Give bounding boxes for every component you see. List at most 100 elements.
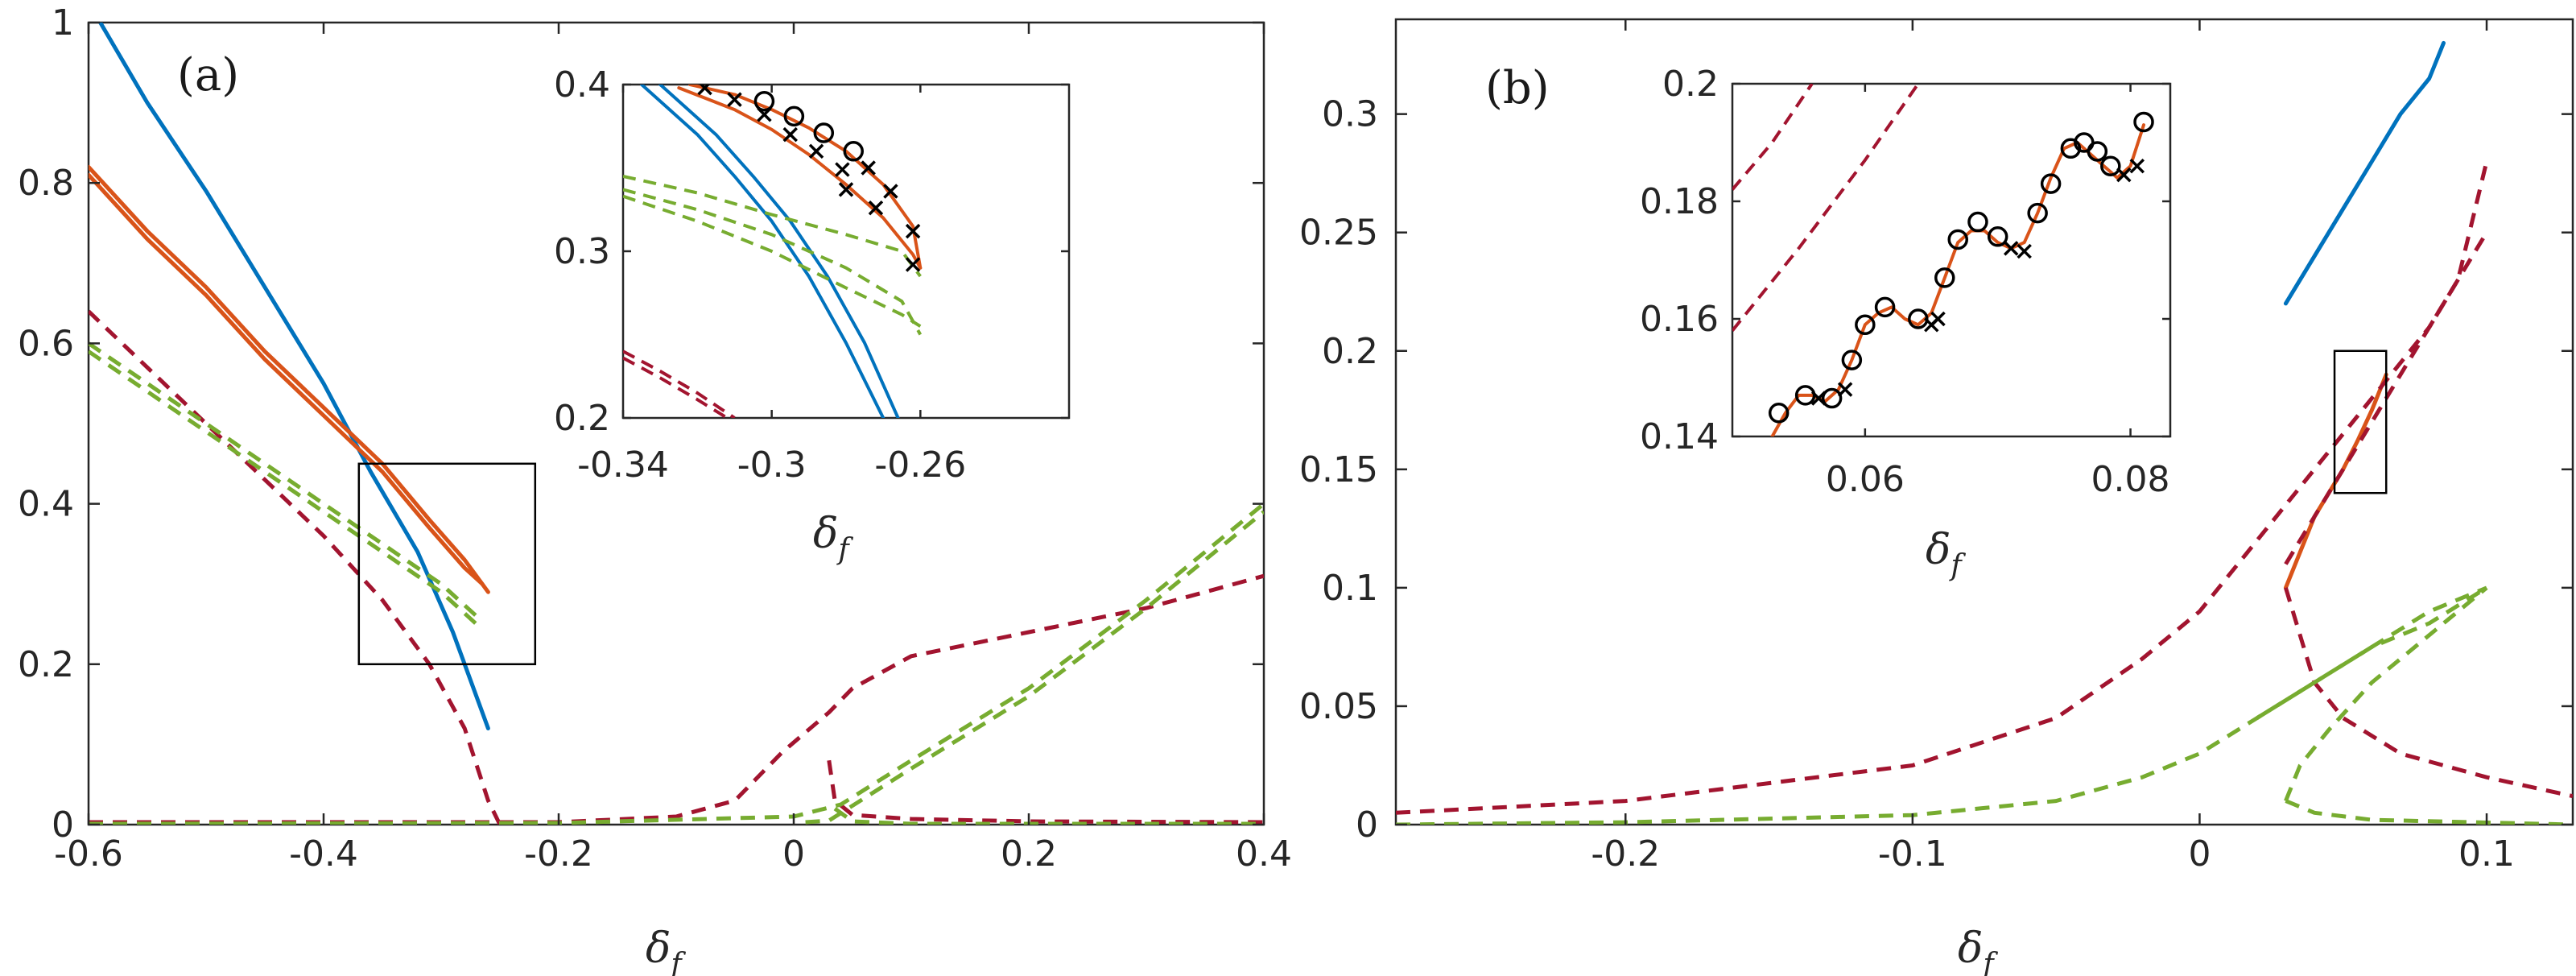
panel-b-inset-frame — [1731, 82, 2172, 438]
series-orange-1 — [89, 164, 490, 594]
ytick-label: 0.15 — [1299, 449, 1378, 490]
series-b-darkred-3 — [2284, 587, 2573, 799]
panel-b-inset-xlabel-main: δ — [1926, 526, 1951, 574]
ytick-label: 1 — [52, 2, 74, 43]
marker-cross — [868, 200, 884, 216]
series-darkred-3 — [827, 759, 1264, 825]
marker-circle — [1934, 267, 1955, 288]
ytick-label: 0.18 — [1640, 181, 1719, 222]
marker-cross — [2003, 241, 2019, 256]
marker-circle — [1855, 314, 1876, 336]
marker-cross — [757, 107, 772, 122]
marker-cross — [1810, 391, 1827, 406]
xtick-label: -0.34 — [577, 445, 669, 486]
panel-a-inset-xlabel-main: δ — [813, 510, 838, 558]
xtick-label: -0.26 — [874, 445, 966, 486]
panel-a-ticks: -0.6 -0.4 -0.2 0 0.2 0.4 0 0.2 0.4 0.6 0.8 1 — [18, 2, 1292, 875]
marker-circle — [2133, 111, 2154, 133]
xtick-label: 0 — [782, 833, 805, 875]
marker-cross — [808, 143, 824, 159]
series-green-5 — [833, 807, 1264, 825]
xtick-label: -0.1 — [1878, 833, 1947, 875]
panel-a-label: (a) — [177, 49, 239, 101]
zoom-box — [357, 462, 537, 666]
xtick-label: 0.2 — [1001, 833, 1057, 875]
panel-b-xlabel-main: δ — [1958, 924, 1983, 973]
series-binset-darkred-2 — [1732, 84, 1920, 332]
panel-b: -0.2 -0.1 0 0.1 0 0.05 0.1 0.15 0.2 0.25 0.3 (b) δ… — [1299, 18, 2574, 976]
marker-cross — [861, 160, 876, 176]
zoom-box — [2333, 349, 2388, 494]
panel-b-label: (b) — [1485, 62, 1550, 114]
xtick-label: -0.2 — [524, 833, 593, 875]
xtick-label: 0.1 — [2458, 833, 2515, 875]
series-inset-orange-2 — [677, 86, 923, 270]
panel-a-inset-ticks: -0.34 -0.3 -0.26 0.2 0.3 0.4 — [554, 64, 1069, 486]
panel-b-xlabel: δf — [1958, 924, 1998, 976]
marker-cross — [1837, 382, 1853, 397]
series-inset-green-3 — [623, 194, 922, 328]
series-darkred-1 — [89, 309, 502, 825]
marker-cross — [835, 162, 850, 177]
series-b-green-2 — [2256, 585, 2488, 720]
marker-circle — [843, 141, 864, 162]
ytick-label: 0.2 — [18, 644, 74, 685]
panel-a: -0.6 -0.4 -0.2 0 0.2 0.400.20.40.60.81 (a) δf… — [18, 2, 1292, 976]
ytick-label: 0.2 — [1322, 331, 1378, 372]
panel-a-xlabel-main: δ — [646, 924, 671, 973]
ytick-label: 0.1 — [1322, 568, 1378, 609]
xtick-label: -0.4 — [289, 833, 358, 875]
xtick-label: 0.08 — [2091, 459, 2170, 500]
ytick-label: 0.3 — [554, 231, 610, 272]
series-b-blue — [2283, 40, 2446, 306]
panel-b-inset-plot-area — [1732, 84, 2154, 436]
panel-b-inset-ticks: 0.06 0.08 0.14 0.16 0.18 0.2 — [1640, 64, 2170, 500]
marker-cross — [883, 184, 898, 199]
panel-a-inset: -0.34 -0.3 -0.260.20.30.4 δf — [554, 64, 1071, 566]
ytick-label: 0.4 — [554, 64, 610, 105]
ytick-label: 0.6 — [18, 323, 74, 364]
marker-circle — [1841, 349, 1863, 370]
panel-b-frame — [1394, 18, 2574, 826]
marker-circle — [783, 105, 805, 127]
series-inset-green-1 — [623, 174, 922, 278]
marker-cross — [727, 92, 742, 107]
ytick-label: 0 — [1356, 804, 1378, 846]
xtick-label: -0.6 — [54, 833, 123, 875]
series-inset-darkred-1 — [623, 349, 736, 418]
series-green-1 — [89, 341, 478, 618]
series-green-3 — [89, 502, 1264, 825]
marker-circle — [2100, 155, 2121, 176]
panel-b-inset: 0.06 0.08 0.14 0.16 0.18 0.2 δf — [1640, 64, 2172, 582]
ytick-label: 0.16 — [1640, 299, 1719, 340]
series-inset-green-2 — [623, 188, 923, 336]
marker-circle — [1874, 296, 1896, 318]
marker-circle — [2027, 202, 2048, 224]
series-binset-orange — [1770, 123, 2145, 436]
ytick-label: 0.05 — [1299, 686, 1378, 727]
marker-cross — [1924, 317, 1939, 333]
ytick-label: 0.8 — [18, 163, 74, 204]
series-green-2 — [89, 349, 478, 626]
series-orange-2 — [89, 172, 485, 586]
marker-circle — [2040, 173, 2062, 194]
marker-circle — [1821, 387, 1843, 409]
marker-cross — [905, 257, 921, 272]
ytick-label: 0.2 — [554, 398, 610, 439]
ytick-label: 0.4 — [18, 484, 74, 525]
marker-cross — [697, 85, 712, 96]
series-b-green-3 — [2284, 585, 2488, 802]
marker-circle — [2087, 141, 2108, 162]
panel-b-inset-xlabel: δf — [1926, 526, 1966, 582]
marker-cross — [2129, 158, 2145, 174]
xtick-label: -0.3 — [737, 445, 807, 486]
ytick-label: 0 — [52, 804, 74, 846]
ytick-label: 0.25 — [1299, 213, 1378, 254]
series-b-darkred-1 — [1396, 231, 2489, 815]
marker-circle — [1768, 403, 1790, 424]
marker-circle — [813, 122, 835, 143]
ytick-label: 0.14 — [1640, 416, 1719, 457]
panel-a-inset-plot-area — [623, 85, 923, 418]
series-binset-darkred-1 — [1732, 84, 1814, 191]
